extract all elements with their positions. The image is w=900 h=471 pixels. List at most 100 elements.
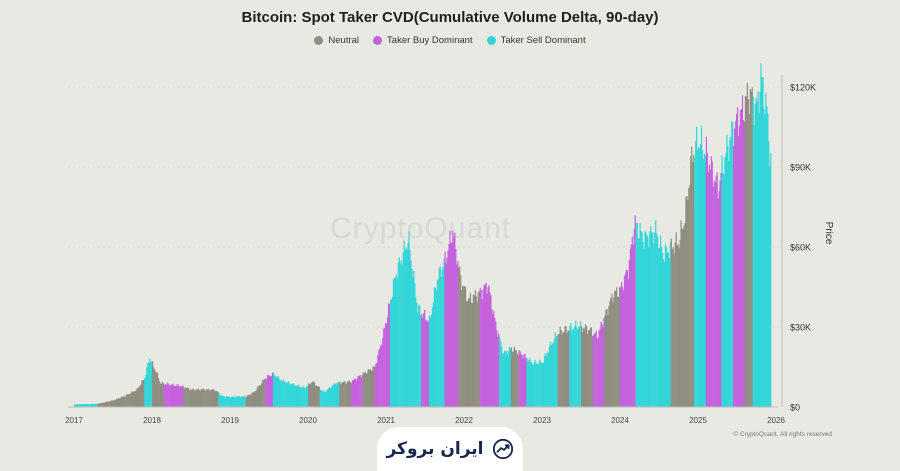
price-bar	[209, 390, 211, 407]
price-bar	[639, 223, 641, 407]
price-bar	[476, 302, 478, 407]
price-bar	[732, 122, 734, 407]
y-axis-ticks: $0 $30K $60K $90K $120K	[790, 83, 816, 413]
price-bar	[724, 157, 726, 407]
price-bar	[181, 386, 183, 407]
price-bar	[757, 91, 759, 408]
price-bar	[79, 404, 82, 407]
price-bar	[155, 372, 158, 407]
price-bar	[704, 156, 707, 407]
price-bar	[647, 237, 649, 407]
price-bar	[167, 383, 169, 407]
price-bar	[76, 404, 79, 407]
legend-label-neutral: Neutral	[328, 35, 360, 46]
price-bar	[716, 172, 718, 407]
price-bar	[680, 220, 682, 407]
price-bar	[105, 401, 107, 407]
price-bar	[665, 247, 668, 407]
price-bar	[635, 223, 637, 407]
price-bar	[197, 388, 200, 407]
price-bar	[186, 388, 188, 407]
price-bar	[542, 362, 544, 407]
price-bar	[692, 162, 694, 407]
price-bar	[264, 379, 266, 407]
price-bar	[321, 390, 323, 407]
legend-swatch-neutral	[314, 36, 324, 45]
price-bar	[332, 385, 334, 407]
price-bar	[127, 394, 129, 407]
price-bar	[468, 297, 471, 407]
price-bar	[566, 332, 568, 407]
price-bar	[600, 321, 602, 407]
price-bar	[131, 391, 133, 407]
price-bar	[342, 381, 344, 407]
price-bar	[622, 290, 625, 407]
price-bar	[123, 396, 125, 407]
price-bar	[307, 385, 309, 407]
price-bar	[656, 233, 658, 407]
price-bar	[265, 378, 267, 407]
price-bar	[96, 403, 98, 407]
price-bar	[364, 371, 366, 407]
price-bar	[133, 391, 135, 407]
price-bar	[382, 337, 384, 407]
price-bar	[623, 275, 626, 407]
y-tick-label: $60K	[790, 243, 811, 253]
price-bar	[330, 388, 332, 407]
price-bar	[462, 285, 464, 407]
price-bar	[208, 389, 210, 407]
price-bar	[705, 136, 708, 407]
price-bar	[143, 379, 145, 407]
price-bar	[585, 325, 588, 407]
price-bar	[540, 361, 542, 407]
price-bar	[516, 353, 518, 407]
price-bar	[477, 291, 479, 407]
legend-item-taker-sell[interactable]: Taker Sell Dominant	[486, 35, 586, 46]
price-bar	[398, 257, 400, 407]
price-bar	[583, 328, 586, 407]
price-bar	[170, 385, 172, 407]
price-bar	[381, 345, 383, 407]
legend-item-neutral[interactable]: Neutral	[314, 35, 359, 46]
price-bar	[683, 225, 685, 407]
price-bar	[312, 381, 315, 407]
price-bar	[124, 396, 126, 407]
price-bar	[260, 384, 262, 407]
price-bar	[512, 351, 514, 407]
price-bar	[770, 153, 772, 407]
price-bar	[218, 392, 220, 407]
price-bar	[427, 320, 430, 407]
price-bar	[739, 109, 742, 408]
x-tick-label: 2025	[689, 416, 707, 425]
price-bar	[386, 323, 388, 407]
price-bar	[116, 398, 119, 407]
legend-item-taker-buy[interactable]: Taker Buy Dominant	[373, 35, 473, 46]
price-bar	[447, 250, 449, 407]
price-bar	[696, 126, 698, 407]
price-bar	[617, 296, 619, 407]
price-bar	[341, 383, 343, 407]
price-bar	[205, 389, 207, 407]
price-bar	[701, 149, 704, 407]
price-bar	[74, 404, 77, 407]
price-bar	[298, 384, 300, 407]
price-bar	[153, 369, 156, 407]
price-bar	[594, 333, 596, 407]
price-bar	[207, 388, 209, 407]
price-bar	[421, 314, 423, 407]
price-bar	[358, 375, 360, 407]
price-bar	[750, 90, 752, 408]
price-bar	[367, 369, 369, 407]
price-bar	[303, 386, 305, 407]
price-bar	[737, 107, 739, 407]
price-bar	[293, 383, 295, 407]
price-bar	[571, 330, 573, 407]
x-tick-label: 2024	[611, 416, 629, 425]
price-bar	[650, 226, 652, 407]
price-bar	[643, 249, 645, 407]
price-bar	[413, 271, 415, 407]
brand-badge[interactable]: ایران بروکر	[377, 427, 523, 471]
price-bar	[482, 289, 484, 407]
price-bar	[309, 384, 312, 407]
price-bar	[574, 326, 576, 407]
